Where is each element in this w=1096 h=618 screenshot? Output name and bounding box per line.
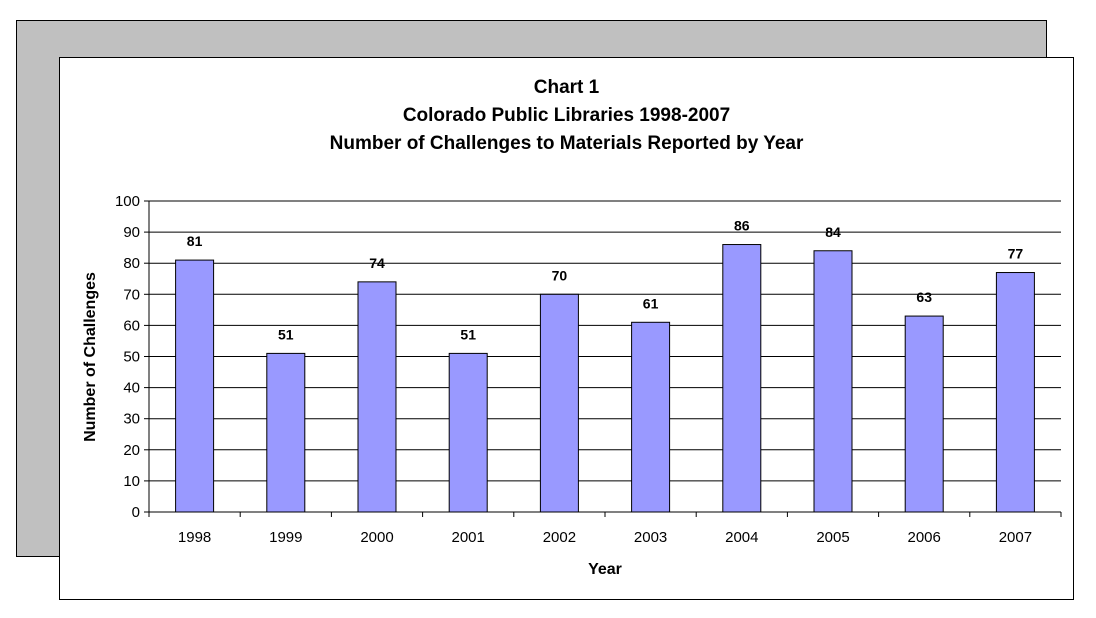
x-axis-title: Year: [588, 561, 622, 578]
x-tick-label-1998: 1998: [178, 529, 211, 546]
data-label-1998: 81: [187, 233, 203, 249]
chart-title-block: Chart 1 Colorado Public Libraries 1998-2…: [59, 74, 1074, 158]
data-label-1999: 51: [278, 326, 294, 342]
chart-subtitle-line-2: Number of Challenges to Materials Report…: [329, 133, 804, 154]
x-tick-label-2007: 2007: [999, 529, 1032, 546]
bar-1999: [266, 352, 306, 513]
x-tick-label-2004: 2004: [725, 529, 758, 546]
x-tick-label-2006: 2006: [908, 529, 941, 546]
bar-2000: [357, 281, 397, 513]
data-label-2006: 63: [916, 289, 932, 305]
y-tick-label: 70: [123, 286, 140, 303]
axes: [144, 200, 1062, 517]
x-tick-label-2002: 2002: [543, 529, 576, 546]
chart-subtitle-line-1: Colorado Public Libraries 1998-2007: [402, 105, 731, 126]
bar-2003: [631, 321, 671, 513]
data-label-2004: 86: [734, 218, 750, 234]
y-tick-label: 10: [123, 473, 140, 490]
bar-2005: [813, 250, 853, 513]
y-tick-label: 20: [123, 442, 140, 459]
bar-2002: [539, 293, 579, 513]
bars: [175, 244, 1035, 513]
bar-1998: [175, 259, 215, 513]
bar-2006: [904, 315, 944, 513]
y-tick-label: 30: [123, 411, 140, 428]
y-tick-label: 0: [132, 504, 140, 521]
data-label-2007: 77: [1008, 246, 1024, 262]
y-axis-title: Number of Challenges: [82, 272, 99, 442]
bar-2004: [722, 244, 762, 513]
data-label-2003: 61: [643, 295, 659, 311]
y-tick-label: 100: [115, 193, 140, 210]
y-tick-label: 60: [123, 317, 140, 334]
labels: 0 10 20 30 40 50 60 70 80 90 100 81 1998 51 1999 74 2000…: [115, 193, 1032, 546]
x-tick-label-2003: 2003: [634, 529, 667, 546]
x-tick-label-1999: 1999: [269, 529, 302, 546]
x-tick-label-2000: 2000: [360, 529, 393, 546]
y-tick-label: 90: [123, 224, 140, 241]
data-label-2000: 74: [369, 255, 385, 271]
y-tick-label: 40: [123, 380, 140, 397]
bar-2007: [995, 272, 1035, 513]
data-label-2002: 70: [552, 267, 568, 283]
data-label-2001: 51: [460, 326, 476, 342]
bar-2001: [448, 352, 488, 513]
y-tick-label: 80: [123, 255, 140, 272]
data-label-2005: 84: [825, 224, 841, 240]
x-tick-label-2001: 2001: [452, 529, 485, 546]
x-tick-label-2005: 2005: [816, 529, 849, 546]
chart-title: Chart 1: [533, 77, 600, 98]
y-tick-label: 50: [123, 349, 140, 366]
